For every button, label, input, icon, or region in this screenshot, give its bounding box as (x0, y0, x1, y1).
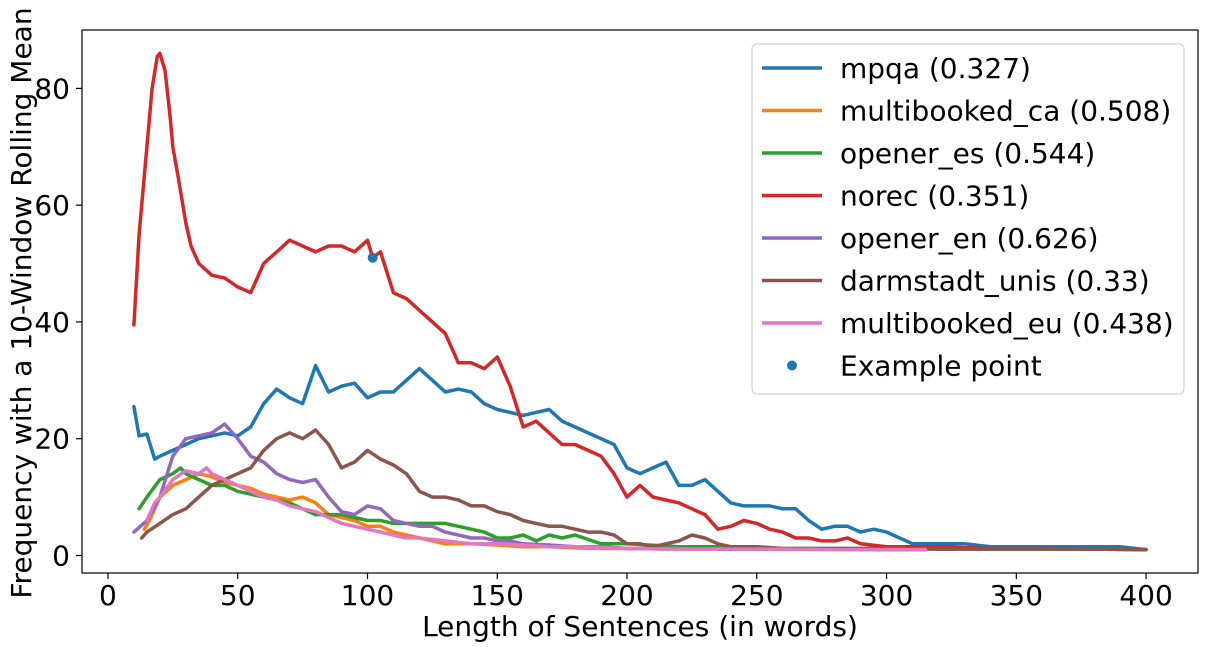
x-axis-ticks: 0 50 100 150 200 250 300 350 400 (99, 573, 1173, 612)
x-tick-label: 200 (600, 579, 653, 612)
series-line-mpqa (132, 363, 1148, 552)
y-tick-label: 40 (34, 306, 70, 339)
x-tick-label: 400 (1119, 579, 1172, 612)
legend-label: opener_en (0.626) (840, 222, 1099, 255)
series-line-opener-en (132, 422, 928, 552)
legend-label: mpqa (0.327) (840, 52, 1031, 85)
legend-point-swatch (787, 360, 797, 371)
legend-label: norec (0.351) (840, 180, 1029, 213)
x-tick-label: 50 (220, 579, 256, 612)
y-axis-ticks: 0 20 40 60 80 (34, 72, 82, 572)
series-line-norec (132, 51, 1148, 552)
x-tick-label: 300 (860, 579, 913, 612)
series-line-multibooked-eu (145, 466, 928, 552)
legend-label: darmstadt_unis (0.33) (840, 265, 1150, 298)
y-tick-label: 20 (34, 423, 70, 456)
x-tick-label: 0 (99, 579, 117, 612)
plot-frame (81, 29, 1199, 574)
y-axis-label: Frequency with a 10-Window Rolling Mean (5, 7, 38, 598)
plot-area (81, 29, 1199, 574)
scatter-points (367, 252, 378, 263)
x-tick-label: 100 (341, 579, 394, 612)
series-lines (132, 51, 1148, 552)
x-tick-label: 150 (471, 579, 524, 612)
legend-box (751, 43, 1185, 395)
example-point-marker (367, 252, 378, 263)
y-tick-label: 0 (52, 539, 70, 572)
x-tick-label: 350 (990, 579, 1043, 612)
legend-label: Example point (840, 350, 1042, 383)
y-tick-label: 60 (34, 189, 70, 222)
series-line-darmstadt-unis (139, 428, 1148, 552)
legend-label: multibooked_eu (0.438) (840, 307, 1174, 340)
x-tick-label: 250 (730, 579, 783, 612)
x-axis-label: Length of Sentences (in words) (422, 610, 858, 643)
y-tick-label: 80 (34, 72, 70, 105)
legend: mpqa (0.327) multibooked_ca (0.508) opener… (751, 43, 1185, 395)
legend-label: multibooked_ca (0.508) (840, 95, 1171, 128)
legend-label: opener_es (0.544) (840, 137, 1095, 170)
